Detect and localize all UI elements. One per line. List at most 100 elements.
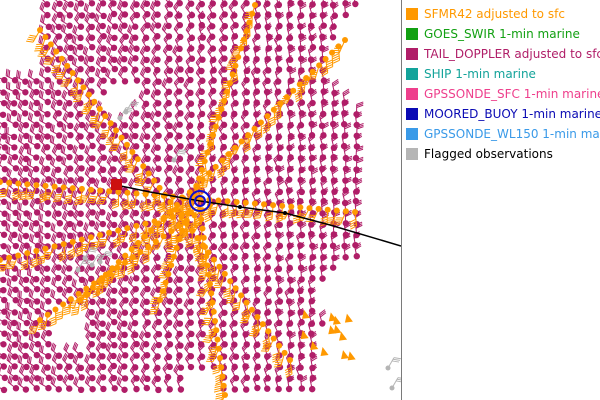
doppler-barb-feather bbox=[174, 78, 180, 85]
doppler-barb-staff bbox=[152, 336, 160, 346]
doppler-barb-feather bbox=[255, 180, 262, 186]
doppler-barb-staff bbox=[62, 217, 71, 225]
map-panel[interactable] bbox=[0, 0, 402, 400]
doppler-barb-feather bbox=[264, 22, 271, 28]
doppler-barb-feather bbox=[218, 122, 224, 129]
doppler-barb-feather bbox=[243, 102, 250, 107]
doppler-barb-feather bbox=[50, 168, 54, 176]
doppler-barb-feather bbox=[175, 79, 181, 86]
doppler-barb-feather bbox=[299, 147, 307, 152]
doppler-barb-feather bbox=[332, 89, 340, 94]
doppler-barb-feather bbox=[221, 78, 228, 84]
doppler-barb-feather bbox=[29, 113, 32, 121]
doppler-barb-feather bbox=[299, 345, 306, 350]
doppler-barb-staff bbox=[96, 193, 104, 203]
doppler-barb-feather bbox=[116, 55, 121, 63]
doppler-barb-feather bbox=[119, 34, 125, 41]
doppler-barb-feather bbox=[62, 123, 66, 131]
doppler-barb-staff bbox=[55, 0, 60, 5]
doppler-barb-staff bbox=[286, 159, 291, 170]
doppler-barb-feather bbox=[252, 35, 259, 42]
doppler-barb-feather bbox=[151, 2, 155, 9]
doppler-barb-feather bbox=[130, 135, 134, 143]
doppler-barb-feather bbox=[253, 147, 260, 153]
doppler-barb-feather bbox=[264, 274, 270, 281]
doppler-barb bbox=[0, 187, 7, 195]
doppler-barb-feather bbox=[175, 189, 180, 196]
doppler-barb-feather bbox=[265, 320, 272, 326]
doppler-barb-feather bbox=[184, 89, 190, 96]
doppler-barb-staff bbox=[18, 151, 27, 160]
doppler-barb-feather bbox=[65, 224, 70, 232]
map-canvas[interactable] bbox=[0, 0, 401, 400]
doppler-barb-staff bbox=[332, 247, 335, 258]
doppler-barb-feather bbox=[119, 210, 125, 217]
doppler-barb-feather bbox=[321, 190, 329, 195]
doppler-barb-staff bbox=[309, 93, 314, 104]
doppler-barb-feather bbox=[333, 213, 341, 218]
doppler-barb-feather bbox=[51, 223, 55, 231]
doppler-barb-feather bbox=[141, 100, 147, 108]
doppler-barb-feather bbox=[120, 35, 125, 43]
doppler-barb-feather bbox=[107, 353, 112, 361]
doppler-barb-feather bbox=[254, 80, 261, 86]
doppler-barb-feather bbox=[93, 178, 98, 186]
doppler-barb-feather bbox=[218, 244, 224, 251]
doppler-barb-feather bbox=[331, 136, 339, 142]
doppler-barb-feather bbox=[319, 25, 326, 31]
doppler-barb-feather bbox=[17, 99, 22, 107]
doppler-barb-staff bbox=[6, 119, 16, 126]
doppler-barb-feather bbox=[297, 285, 304, 292]
doppler-barb-feather bbox=[32, 125, 36, 133]
doppler-barb-feather bbox=[130, 47, 134, 54]
doppler-barb-feather bbox=[30, 124, 34, 132]
doppler-barb-feather bbox=[51, 343, 56, 351]
doppler-barb-feather bbox=[75, 255, 81, 263]
doppler-barb-feather bbox=[176, 255, 183, 261]
doppler-barb-feather bbox=[230, 3, 236, 10]
doppler-barb-feather bbox=[219, 123, 225, 131]
doppler-barb-feather bbox=[18, 276, 22, 284]
doppler-barb-feather bbox=[275, 24, 282, 30]
doppler-barb-feather bbox=[29, 123, 33, 131]
doppler-barb-feather bbox=[274, 297, 281, 303]
doppler-barb-staff bbox=[118, 225, 126, 235]
doppler-barb-feather bbox=[296, 231, 302, 237]
doppler-barb-feather bbox=[165, 57, 171, 64]
doppler-barb-staff bbox=[96, 358, 104, 368]
doppler-barb-staff bbox=[298, 49, 302, 60]
doppler-barb-feather bbox=[128, 275, 132, 283]
doppler-barb-feather bbox=[63, 25, 67, 33]
doppler-barb-feather bbox=[219, 289, 225, 296]
doppler-barb-feather bbox=[242, 178, 249, 184]
doppler-barb-feather bbox=[17, 91, 20, 99]
doppler-barb-feather bbox=[254, 223, 261, 229]
doppler-barb-feather bbox=[142, 157, 148, 164]
doppler-barb-feather bbox=[310, 202, 317, 208]
doppler-barb-staff bbox=[343, 247, 347, 258]
doppler-barb-staff bbox=[117, 29, 127, 38]
doppler-barb-feather bbox=[142, 309, 148, 316]
doppler-barb-feather bbox=[265, 45, 273, 50]
doppler-barb-staff bbox=[231, 225, 236, 236]
doppler-barb-feather bbox=[20, 157, 24, 165]
doppler-barb-staff bbox=[151, 127, 160, 137]
doppler-barb-feather bbox=[121, 212, 126, 220]
doppler-barb-feather bbox=[297, 234, 304, 240]
doppler-barb-feather bbox=[231, 125, 238, 132]
doppler-barb-staff bbox=[240, 281, 246, 291]
doppler-barb-feather bbox=[19, 269, 22, 277]
doppler-barb-feather bbox=[129, 123, 134, 130]
doppler-barb-feather bbox=[75, 179, 80, 186]
doppler-barb-staff bbox=[239, 226, 247, 236]
doppler-barb-feather bbox=[277, 255, 284, 260]
doppler-barb-feather bbox=[163, 101, 170, 108]
doppler-barb-feather bbox=[118, 2, 122, 10]
doppler-barb-feather bbox=[186, 331, 193, 338]
doppler-barb-feather bbox=[96, 267, 101, 274]
doppler-barb-feather bbox=[183, 298, 188, 306]
doppler-barb-feather bbox=[84, 77, 89, 85]
doppler-barb-feather bbox=[196, 307, 203, 314]
doppler-barb-feather bbox=[288, 146, 295, 152]
doppler-barb-feather bbox=[210, 58, 217, 65]
